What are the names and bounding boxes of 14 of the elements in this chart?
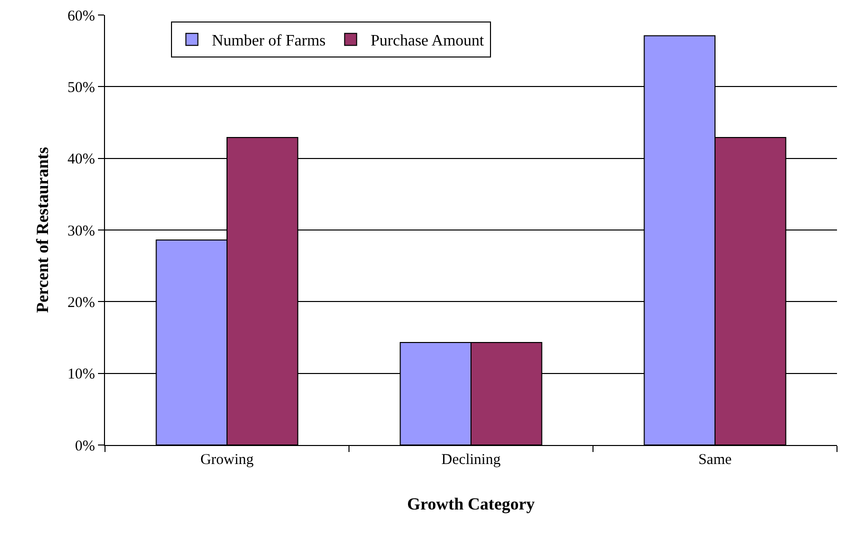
y-tick-label: 30% bbox=[68, 223, 95, 240]
y-tick-label: 50% bbox=[68, 80, 95, 96]
x-tick-label: Declining bbox=[441, 452, 502, 468]
y-tick-label: 40% bbox=[68, 152, 95, 168]
y-tick-label: 20% bbox=[68, 294, 95, 311]
x-tick-label: Growing bbox=[200, 452, 254, 468]
y-axis-title: Percent of Restaurants bbox=[33, 146, 52, 313]
y-tick-label: 60% bbox=[68, 8, 95, 24]
legend-label: Number of Farms bbox=[212, 32, 326, 50]
x-axis-title: Growth Category bbox=[407, 494, 536, 514]
y-tick-label: 0% bbox=[75, 438, 95, 454]
x-tick-label: Same bbox=[698, 452, 732, 468]
legend-label: Purchase Amount bbox=[370, 32, 485, 50]
y-tick-label: 10% bbox=[68, 366, 95, 383]
